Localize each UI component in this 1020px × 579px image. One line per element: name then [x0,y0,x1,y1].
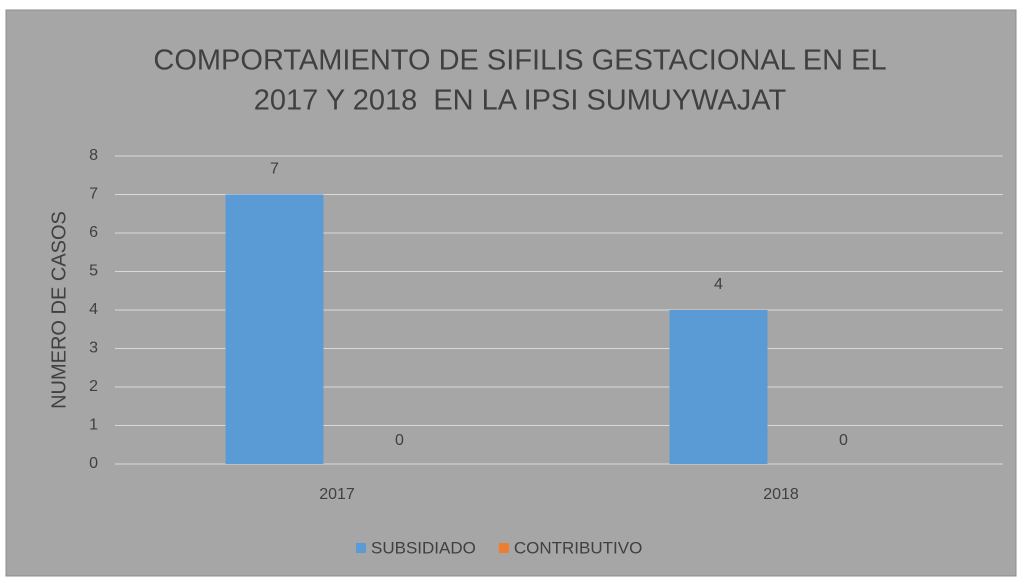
y-axis-title: NUMERO DE CASOS [48,211,70,409]
y-tick-label: 7 [89,186,98,203]
y-tick-label: 8 [89,147,98,164]
legend-label: CONTRIBUTIVO [514,538,642,557]
chart-background [5,9,1017,577]
data-label: 0 [395,432,404,449]
data-label: 0 [839,432,848,449]
y-tick-label: 3 [89,340,98,357]
legend-swatch [498,543,509,553]
y-tick-label: 6 [89,224,98,241]
bar [669,310,768,464]
data-label: 4 [714,276,723,293]
y-tick-label: 5 [89,263,98,280]
y-tick-label: 1 [89,417,98,434]
legend-label: SUBSIDIADO [371,538,476,557]
x-tick-label: 2017 [319,486,355,503]
chart-title: COMPORTAMIENTO DE SIFILIS GESTACIONAL EN… [153,45,886,77]
y-tick-label: 4 [89,301,98,318]
chart-title: 2017 Y 2018 EN LA IPSI SUMUYWAJAT [254,85,787,117]
data-label: 7 [270,161,279,178]
x-tick-label: 2018 [763,486,799,503]
y-tick-label: 0 [89,455,98,472]
bar [225,194,324,464]
y-tick-label: 2 [89,378,98,395]
legend-swatch [356,543,366,553]
